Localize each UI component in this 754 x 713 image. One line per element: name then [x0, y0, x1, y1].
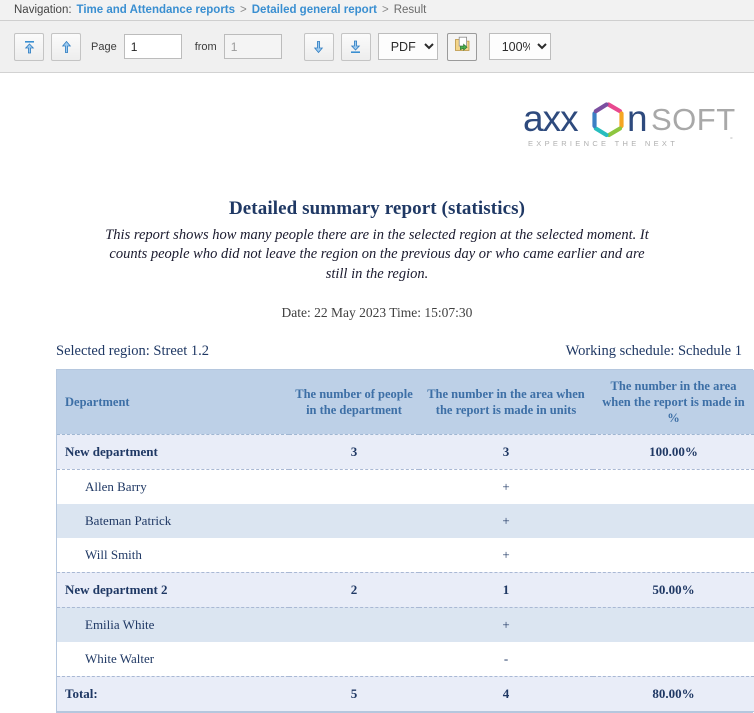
- next-page-button[interactable]: [303, 32, 334, 61]
- table-row-department: New department 2 2 1 50.00%: [57, 571, 754, 608]
- cell-name: New department: [57, 433, 289, 470]
- cell-name: Will Smith: [57, 537, 289, 573]
- cell-in-area-percent: [593, 537, 754, 573]
- last-page-down-arrow-icon: [348, 39, 363, 55]
- breadcrumb-separator: >: [240, 4, 247, 16]
- cell-name: Allen Barry: [57, 469, 289, 504]
- axxonsoft-logo: axx n SOFT EXPERIENCE THE NEXT °: [523, 95, 738, 156]
- cell-people-count: 5: [289, 675, 419, 712]
- svg-text:axx: axx: [523, 98, 579, 139]
- cell-in-area-percent: [593, 641, 754, 677]
- breadcrumb-link-detailed-general-report[interactable]: Detailed general report: [251, 4, 378, 16]
- report-datetime: Date: 22 May 2023 Time: 15:07:30: [281, 304, 473, 320]
- first-page-up-arrow-icon: [22, 39, 37, 55]
- report-description: This report shows how many people there …: [105, 227, 649, 282]
- table-row-person: Emilia White +: [57, 607, 754, 642]
- cell-in-area-percent: 100.00%: [593, 433, 754, 470]
- cell-in-area-units: 3: [419, 433, 593, 470]
- table-row-person: Allen Barry +: [57, 469, 754, 504]
- cell-in-area-units: 1: [419, 571, 593, 608]
- column-header-people-count: The number of people in the department: [289, 369, 419, 435]
- working-schedule-label: Working schedule: Schedule 1: [565, 342, 742, 359]
- page-label: Page: [91, 40, 117, 53]
- cell-in-area-units: +: [419, 503, 593, 538]
- first-page-button[interactable]: [14, 32, 44, 61]
- table-row-person: White Walter -: [57, 641, 754, 677]
- cell-in-area-percent: 50.00%: [593, 571, 754, 608]
- column-header-department: Department: [57, 369, 289, 435]
- report-toolbar: Page from PDF 100%: [0, 21, 754, 73]
- column-header-in-area-units: The number in the area when the report i…: [419, 369, 593, 435]
- svg-text:EXPERIENCE THE NEXT: EXPERIENCE THE NEXT: [528, 139, 678, 148]
- cell-in-area-units: +: [419, 537, 593, 573]
- page-number-input[interactable]: [123, 34, 182, 59]
- cell-people-count: [289, 537, 419, 573]
- report-canvas: axx n SOFT EXPERIENCE THE NEXT °: [0, 73, 754, 713]
- cell-people-count: 3: [289, 433, 419, 470]
- last-page-button[interactable]: [340, 32, 371, 61]
- cell-in-area-percent: [593, 469, 754, 504]
- table-row-person: Will Smith +: [57, 537, 754, 573]
- export-format-select[interactable]: PDF: [377, 33, 438, 60]
- cell-name: Bateman Patrick: [57, 503, 289, 538]
- cell-name: New department 2: [57, 571, 289, 608]
- page-title: Detailed summary report (statistics): [228, 198, 526, 219]
- cell-in-area-percent: [593, 503, 754, 538]
- table-header: Department The number of people in the d…: [57, 369, 754, 435]
- cell-people-count: [289, 503, 419, 538]
- export-document-icon: [453, 36, 471, 58]
- from-label: from: [194, 40, 217, 53]
- cell-in-area-units: +: [419, 469, 593, 504]
- logo-row: axx n SOFT EXPERIENCE THE NEXT °: [0, 73, 754, 156]
- report-table: Department The number of people in the d…: [57, 369, 754, 712]
- cell-in-area-units: -: [419, 641, 593, 677]
- cell-in-area-percent: 80.00%: [593, 675, 754, 712]
- table-row-department: New department 3 3 100.00%: [57, 433, 754, 470]
- cell-people-count: [289, 469, 419, 504]
- cell-in-area-percent: [593, 607, 754, 642]
- svg-text:n: n: [627, 98, 647, 139]
- breadcrumb: Navigation: Time and Attendance reports …: [0, 0, 754, 21]
- breadcrumb-separator: >: [382, 4, 389, 16]
- table-header-row: Department The number of people in the d…: [57, 369, 754, 435]
- breadcrumb-label: Navigation:: [14, 4, 72, 16]
- cell-in-area-units: 4: [419, 675, 593, 712]
- export-button[interactable]: [446, 32, 477, 61]
- svg-text:°: °: [730, 136, 733, 144]
- cell-in-area-units: +: [419, 607, 593, 642]
- report-meta: Selected region: Street 1.2 Working sche…: [56, 343, 742, 360]
- previous-page-up-arrow-icon: [59, 39, 74, 55]
- total-pages-input: [223, 34, 282, 59]
- cell-people-count: 2: [289, 571, 419, 608]
- breadcrumb-link-time-attendance-reports[interactable]: Time and Attendance reports: [76, 4, 236, 16]
- cell-name: Total:: [57, 675, 289, 712]
- cell-people-count: [289, 607, 419, 642]
- column-header-in-area-percent: The number in the area when the report i…: [593, 369, 754, 435]
- breadcrumb-current-result: Result: [393, 4, 427, 16]
- zoom-level-select[interactable]: 100%: [488, 33, 551, 60]
- cell-people-count: [289, 641, 419, 677]
- previous-page-button[interactable]: [51, 32, 81, 61]
- next-page-down-arrow-icon: [311, 39, 326, 55]
- table-row-person: Bateman Patrick +: [57, 503, 754, 538]
- table-row-total: Total: 5 4 80.00%: [57, 675, 754, 712]
- cell-name: Emilia White: [57, 607, 289, 642]
- table-body: New department 3 3 100.00% Allen Barry + Batem…: [57, 433, 754, 712]
- svg-text:SOFT: SOFT: [651, 102, 736, 137]
- cell-name: White Walter: [57, 641, 289, 677]
- report-table-wrapper: Department The number of people in the d…: [56, 368, 754, 713]
- selected-region-label: Selected region: Street 1.2: [56, 342, 210, 359]
